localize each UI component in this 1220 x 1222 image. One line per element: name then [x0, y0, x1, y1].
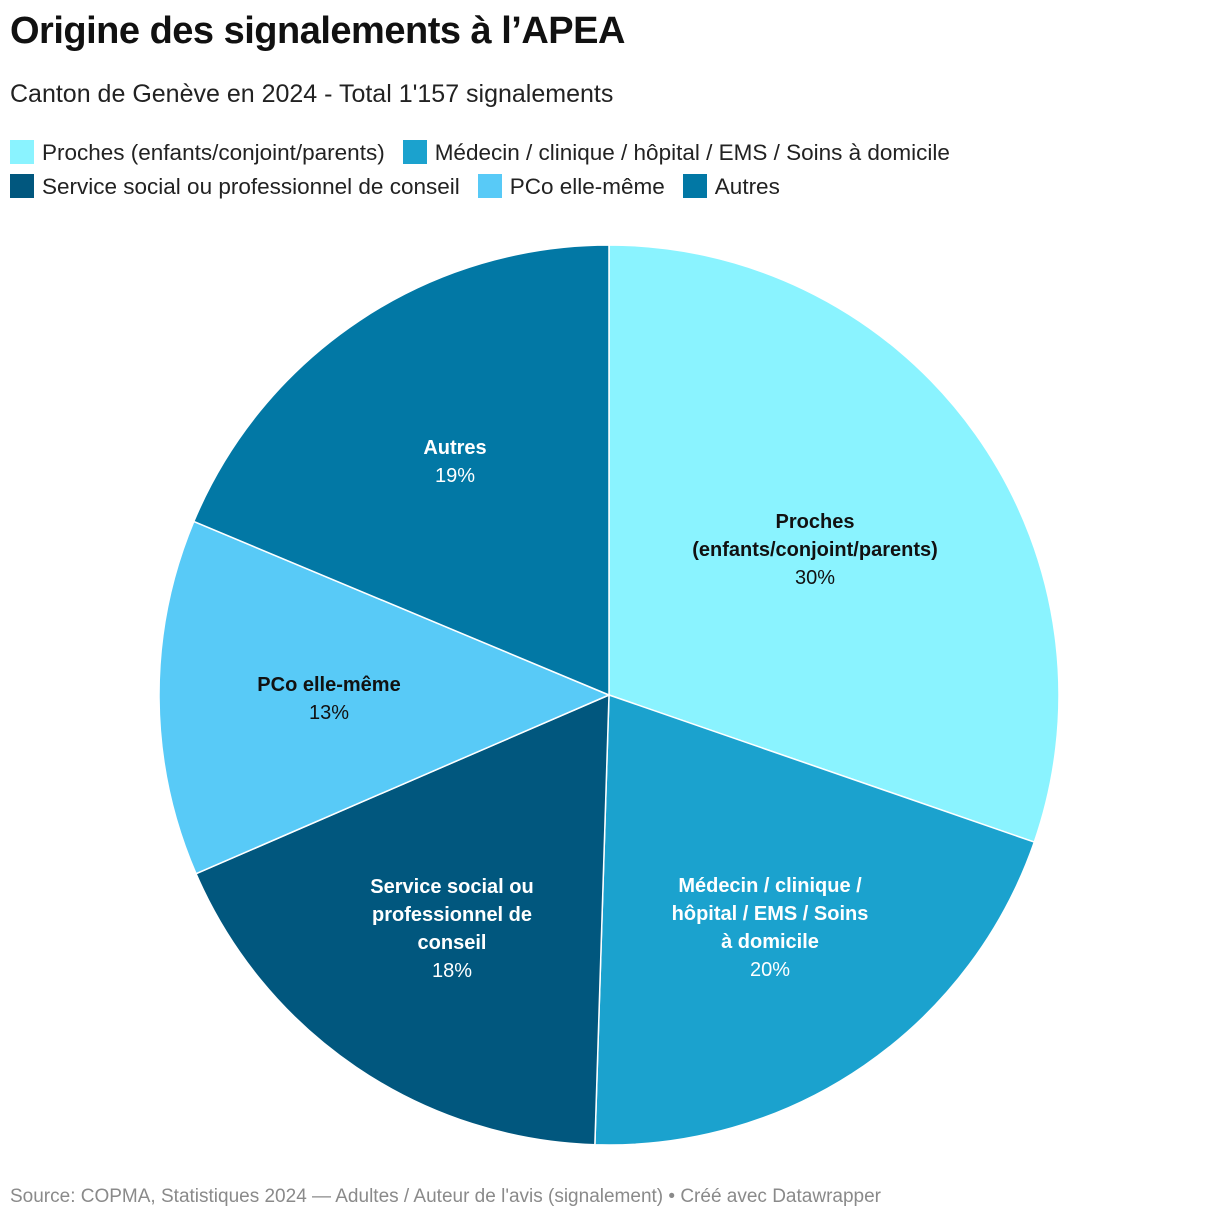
- legend-swatch-icon: [402, 140, 427, 164]
- slice-label: PCo elle-même 13%: [257, 674, 400, 724]
- legend-label: PCo elle-même: [509, 174, 665, 199]
- slice-label: Médecin / clinique / hôpital / EMS / Soin…: [672, 875, 869, 981]
- chart-subtitle: Canton de Genève en 2024 - Total 1'157 s…: [10, 80, 614, 108]
- legend-label: Service social ou professionnel de conse…: [42, 174, 460, 199]
- legend: Proches (enfants/conjoint/parents) Médeci…: [10, 136, 1200, 204]
- slice-label: Proches (enfants/conjoint/parents) 30%: [692, 511, 938, 589]
- pie-slice: [594, 693, 1036, 1146]
- legend-swatch-icon: [10, 140, 34, 164]
- legend-label: Médecin / clinique / hôpital / EMS / Soi…: [434, 140, 950, 165]
- legend-item: Médecin / clinique / hôpital / EMS / Soi…: [402, 136, 950, 170]
- legend-label: Proches (enfants/conjoint/parents): [42, 140, 385, 165]
- legend-swatch-icon: [682, 174, 707, 198]
- source-text: Source: COPMA, Statistiques 2024 — Adult…: [10, 1186, 664, 1207]
- legend-swatch-icon: [477, 174, 502, 198]
- credit-text: • Créé avec Datawrapper: [668, 1186, 881, 1207]
- source-note: Source: COPMA, Statistiques 2024 — Adult…: [10, 1186, 881, 1208]
- legend-item: Autres: [682, 170, 780, 204]
- slice-label: Autres 19%: [423, 437, 486, 487]
- legend-swatch-icon: [10, 174, 34, 198]
- pie-slice: [158, 520, 611, 875]
- legend-item: Proches (enfants/conjoint/parents): [10, 136, 385, 170]
- pie-slice: [608, 244, 1060, 844]
- pie-slice: [192, 244, 610, 697]
- pie-slice: [195, 693, 610, 1146]
- legend-item: Service social ou professionnel de conse…: [10, 170, 460, 204]
- chart-title: Origine des signalements à l’APEA: [10, 10, 625, 52]
- slice-label: Service social ou professionnel de conseil…: [370, 876, 533, 982]
- legend-item: PCo elle-même: [477, 170, 665, 204]
- legend-label: Autres: [714, 174, 780, 199]
